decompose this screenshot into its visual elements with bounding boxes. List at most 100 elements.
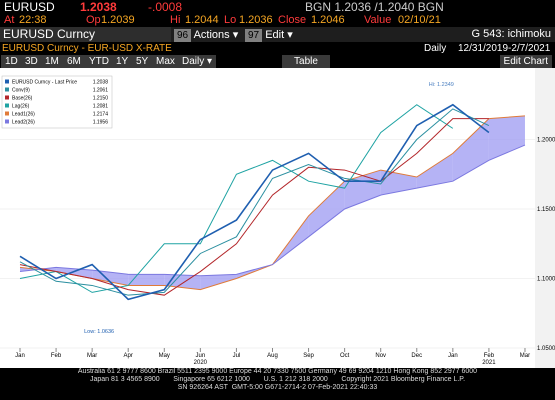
period-button[interactable]: 6M — [63, 55, 85, 68]
period-button[interactable]: 3D — [21, 55, 42, 68]
x-tick-label: Jan — [448, 353, 458, 359]
quote-bar: EURUSD 1.2038 -.0008 BGN 1.2036 /1.2040 … — [0, 0, 555, 14]
x-tick-label: May — [159, 353, 170, 359]
x-tick-label: Apr — [124, 353, 133, 359]
field-value: 1.2046 — [311, 14, 345, 26]
x-tick-label: Nov — [375, 353, 386, 359]
code: 97 — [245, 29, 263, 42]
legend-swatch — [5, 119, 9, 124]
edit-chart-button[interactable]: Edit Chart — [499, 55, 552, 68]
cloud-segment — [128, 274, 165, 286]
legend-swatch — [5, 79, 9, 84]
field-value: 1.2039 — [101, 14, 135, 26]
footer-line: SN 926264 AST GMT-5:00 G671-2714-2 07-Fe… — [177, 384, 378, 391]
period-button[interactable]: 1D — [1, 55, 22, 68]
series-line — [19, 144, 526, 277]
change: -.0008 — [148, 0, 183, 14]
year-label: 2021 — [482, 360, 496, 366]
legend-label: Base(26) — [12, 96, 33, 102]
x-tick-label: Mar — [520, 353, 530, 359]
footer-line: Japan 81 3 4565 8900 Singapore 65 6212 1… — [89, 376, 466, 383]
legend-swatch — [5, 95, 9, 100]
x-tick-label: Feb — [484, 353, 495, 359]
legend-label: Lead2(26) — [12, 120, 35, 126]
code: 96 — [174, 29, 192, 42]
description: EURUSD Curncy - EUR-USD X-RATE — [2, 43, 172, 54]
legend-swatch — [5, 111, 9, 116]
last-price: 1.2038 — [80, 0, 117, 14]
y-tick-label: 1.1000 — [537, 277, 555, 283]
field-value: 02/10/21 — [398, 14, 441, 26]
x-tick-label: Jul — [233, 353, 241, 359]
legend-value: 1.2174 — [93, 112, 109, 118]
security-field[interactable]: EURUSD Curncy — [0, 27, 171, 42]
period-button[interactable]: Max — [152, 55, 179, 68]
period-button[interactable]: YTD — [85, 55, 113, 68]
period-button[interactable]: 5Y — [132, 55, 153, 68]
x-tick-label: Feb — [51, 353, 62, 359]
field-label: Value — [364, 14, 392, 26]
frequency-dropdown[interactable]: Daily ▾ — [178, 55, 217, 68]
annotation: Hi: 1.2349 — [429, 82, 454, 88]
cloud-segment — [488, 115, 525, 161]
legend-label: Lead1(26) — [12, 112, 35, 118]
field-label: Hi — [170, 14, 181, 26]
period-bar: 1D 3D 1M 6M YTD 1Y 5Y Max Daily ▾ Table Edit Chart — [0, 55, 555, 68]
subheader: EURUSD Curncy - EUR-USD X-RATE Daily 12/… — [0, 43, 555, 54]
field-value: 1.2044 — [185, 14, 219, 26]
annotation: Low: 1.0636 — [84, 329, 114, 335]
chart: 1.0500 1.1000 1.1500 1.2000 Jan Feb Mar Apr May J… — [0, 68, 555, 368]
legend-swatch — [5, 87, 9, 92]
legend-label: Lag(26) — [12, 104, 30, 110]
legend-box — [1, 75, 113, 129]
x-tick-label: Mar — [87, 353, 97, 359]
period-button[interactable]: 1Y — [112, 55, 133, 68]
legend-value: 1.2061 — [93, 88, 109, 94]
date-range: 12/31/2019-2/7/2021 — [458, 43, 551, 54]
x-tick-label: Dec — [411, 353, 422, 359]
y-tick-label: 1.1500 — [537, 207, 555, 213]
period-button[interactable]: 1M — [41, 55, 63, 68]
edit-menu[interactable]: 97 Edit ▾ — [245, 28, 293, 42]
legend-swatch — [5, 103, 9, 108]
cloud-segment — [416, 153, 453, 189]
field-value: 22:38 — [19, 14, 47, 26]
x-tick-label: Jan — [15, 353, 25, 359]
series-line — [19, 118, 489, 296]
series-line — [19, 108, 490, 296]
legend-value: 1.2150 — [93, 96, 109, 102]
legend-value: 1.2038 — [93, 80, 109, 86]
table-button[interactable]: Table — [282, 55, 330, 68]
quote-detail: At 22:38 Op 1.2039 Hi 1.2044 Lo 1.2036 Close 1.20… — [0, 14, 555, 26]
cloud-segment — [380, 170, 417, 196]
ticker: EURUSD — [4, 0, 55, 14]
label: Actions ▾ — [193, 29, 239, 41]
cloud-segment — [56, 267, 93, 279]
footer: Australia 61 2 9777 8600 Brazil 5511 239… — [0, 368, 555, 392]
cloud-segment — [200, 274, 237, 290]
series-line — [19, 104, 454, 293]
legend-value: 1.2081 — [93, 104, 109, 110]
x-tick-label: Aug — [267, 353, 278, 359]
y-tick-label: 1.2000 — [537, 138, 555, 144]
chart-name: G 543: ichimoku — [471, 28, 551, 40]
cloud-segment — [308, 181, 345, 237]
field-value: 1.2036 — [239, 14, 273, 26]
cloud-segment — [452, 118, 489, 182]
frequency: Daily — [424, 43, 447, 54]
legend-label: Conv(9) — [12, 88, 30, 94]
actions-menu[interactable]: 96 Actions ▾ — [174, 28, 239, 42]
field-label: Lo — [224, 14, 237, 26]
label: Edit ▾ — [265, 29, 293, 41]
year-label: 2020 — [194, 360, 208, 366]
y-tick-label: 1.0500 — [537, 346, 555, 352]
legend-value: 1.1956 — [93, 120, 109, 126]
x-tick-label: Oct — [340, 353, 350, 359]
toolbar: EURUSD Curncy 96 Actions ▾ 97 Edit ▾ G 5… — [0, 27, 555, 42]
field-label: Close — [278, 14, 307, 26]
x-tick-label: Jun — [196, 353, 206, 359]
footer-line: Australia 61 2 9777 8600 Brazil 5511 239… — [77, 368, 478, 375]
field-label: Op — [86, 14, 101, 26]
x-tick-label: Sep — [303, 353, 314, 359]
